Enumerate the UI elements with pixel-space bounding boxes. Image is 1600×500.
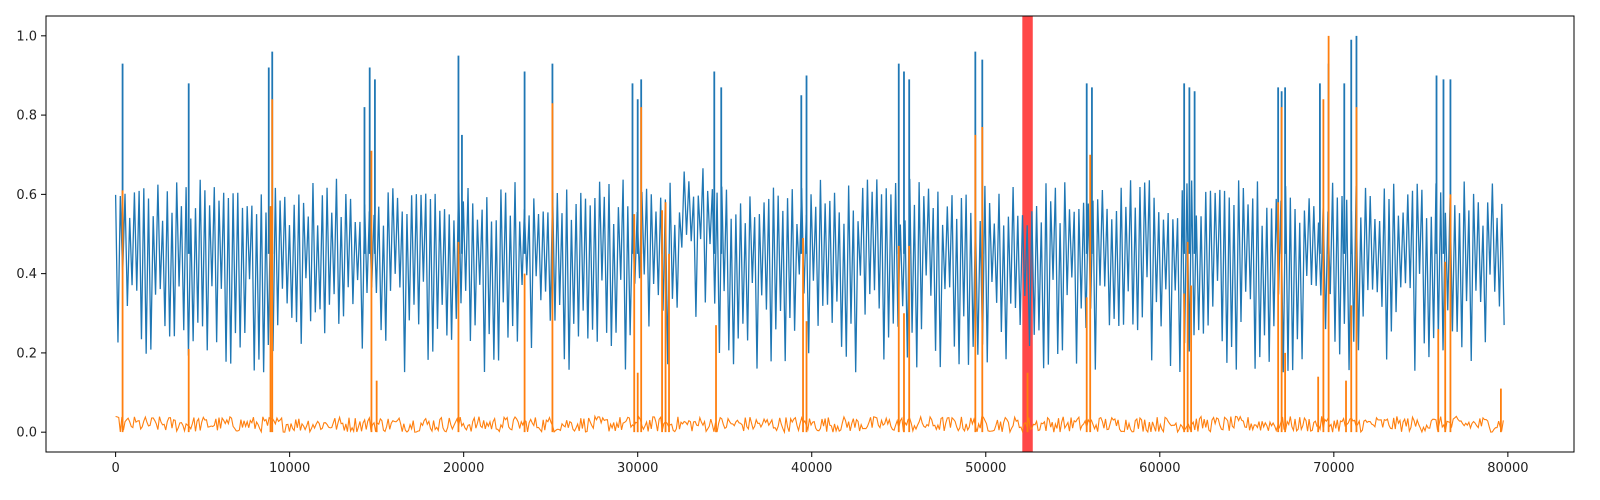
y-axis: 0.0 0.2 0.4 0.6 0.8 1.0 (16, 29, 46, 441)
series-layer (114, 35, 1505, 435)
x-tick-label: 0 (111, 461, 119, 476)
x-tick-label: 10000 (269, 461, 310, 476)
y-tick-label: 1.0 (16, 29, 37, 44)
x-tick-label: 70000 (1313, 461, 1354, 476)
y-tick-label: 0.8 (16, 109, 37, 124)
x-tick-label: 30000 (617, 461, 658, 476)
y-tick-label: 0.6 (16, 188, 37, 203)
y-tick-label: 0.2 (16, 346, 37, 361)
plot-frame (45, 15, 1575, 453)
x-tick-label: 40000 (791, 461, 832, 476)
x-tick-label: 80000 (1487, 461, 1528, 476)
x-tick-label: 20000 (443, 461, 484, 476)
x-axis: 0 10000 20000 30000 40000 50000 60000 70000 8000… (111, 452, 1529, 476)
y-tick-label: 0.4 (16, 267, 37, 282)
x-tick-label: 50000 (965, 461, 1006, 476)
series-2-line (115, 414, 1504, 435)
series-1-line (114, 168, 1505, 373)
y-tick-label: 0.0 (16, 426, 37, 441)
x-tick-label: 60000 (1139, 461, 1180, 476)
